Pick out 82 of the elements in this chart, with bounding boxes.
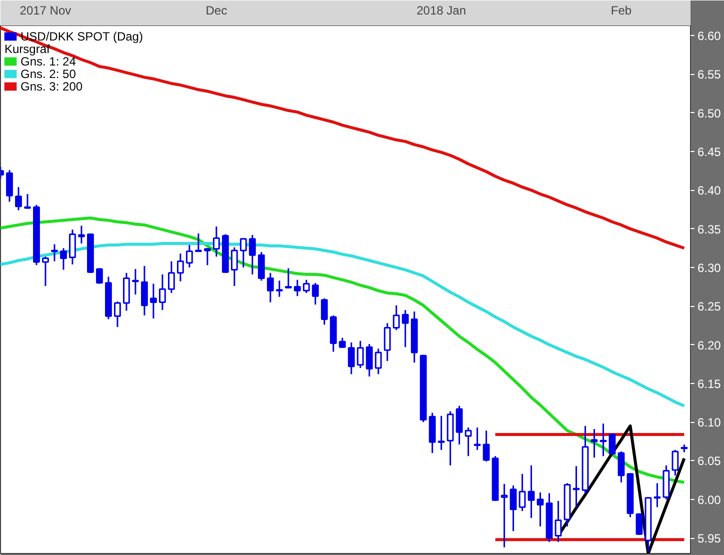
candlestick [338,337,346,349]
candlestick [194,232,202,253]
y-tick-label: 6.40 [698,184,722,198]
candlestick [536,492,544,528]
candlestick [78,224,85,244]
candlestick [554,500,562,543]
legend-title: Kursgraf [4,42,51,56]
candlestick [42,256,49,287]
candlestick [600,422,607,457]
candlestick [518,473,526,512]
candlestick [132,268,139,296]
candlestick [302,279,310,294]
candlestick [24,193,31,210]
candlestick [438,415,445,451]
y-tick-label: 6.15 [698,376,722,391]
candlestick [528,464,535,519]
candlestick [51,244,58,262]
y-tick-label: 6.30 [698,260,722,275]
candlestick [474,426,481,451]
candlestick [284,267,292,290]
line-series [0,216,686,484]
candlestick [654,482,661,508]
candlestick [266,272,274,304]
candlestick [6,169,13,203]
candlestick [402,309,409,348]
y-tick-label: 6.05 [698,454,722,468]
y-tick-label: 6.55 [698,68,722,82]
candlestick [464,426,472,457]
candlestick [590,428,598,458]
candlestick [384,322,391,362]
candlestick [60,247,67,271]
x-tick-label: 2017 Nov [20,4,72,18]
candlestick [510,484,517,532]
candlestick [140,265,148,316]
candlestick [636,512,643,536]
candlestick [366,343,373,378]
candlestick [96,267,103,284]
y-tick-label: 6.50 [698,106,722,120]
candlestick [176,252,184,282]
y-tick-label: 6.25 [698,300,722,314]
candlestick [168,260,175,294]
candlestick [672,449,679,476]
candlestick [212,226,220,258]
x-tick-label: Dec [206,4,228,18]
candlestick [500,483,508,548]
line-series [0,26,686,250]
candlestick [204,247,211,266]
candlestick [186,244,193,268]
candlestick [572,465,580,509]
candlestick [240,237,247,268]
candlestick [312,282,319,306]
candlestick [356,340,364,369]
candlestick [456,405,463,446]
candlestick [618,450,625,484]
candlestick [348,342,355,375]
y-tick-label: 6.45 [698,145,722,160]
y-tick-label: 6.35 [698,222,722,236]
y-tick-label: 6.00 [698,492,722,507]
legend-label: Gns. 1: 24 [20,54,76,68]
candlestick [114,300,121,328]
y-tick-label: 6.10 [698,416,722,430]
y-tick-label: 5.95 [698,532,722,546]
y-tick-label: 6.20 [698,338,722,352]
candlestick [150,282,157,320]
legend-label: Gns. 2: 50 [20,67,76,81]
candlestick [248,234,256,276]
candlestick [482,430,490,462]
candlestick [158,274,166,311]
candlestick [392,304,400,331]
candlestick [320,298,328,326]
candlestick [230,246,238,287]
candlestick [15,186,22,212]
candlestick [276,280,283,298]
candlestick [294,279,301,297]
x-tick-label: 2018 Jan [416,4,466,18]
candlestick [258,251,265,282]
candlestick [608,432,616,456]
candlestick [374,348,382,375]
legend-label: Gns. 3: 200 [20,80,83,94]
y-tick-label: 6.60 [698,29,722,44]
candlestick [69,228,76,266]
x-tick-label: Feb [610,4,632,18]
